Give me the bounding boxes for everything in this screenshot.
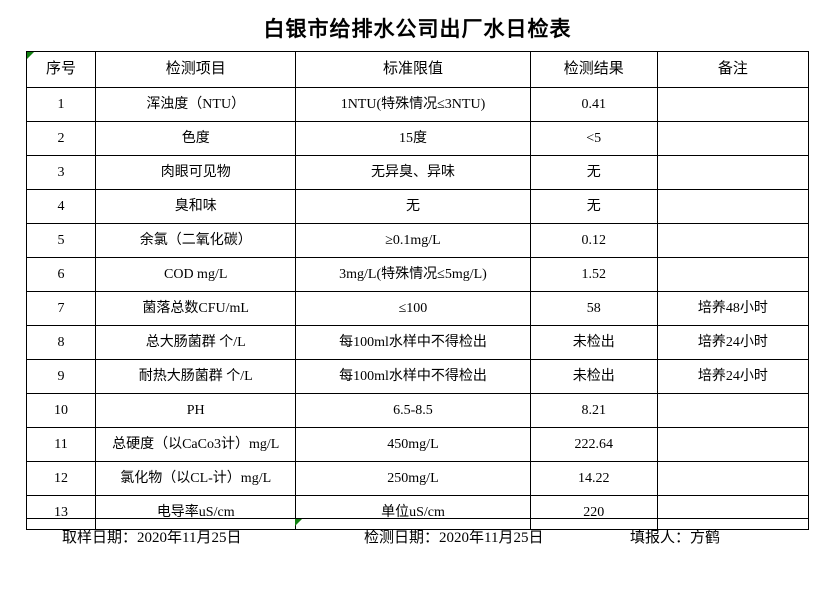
table-row: 7 菌落总数CFU/mL ≤100 58 培养48小时 xyxy=(25,291,810,326)
cell-sequence-number: 8 xyxy=(25,325,97,360)
cell-sequence-number: 7 xyxy=(25,291,97,326)
header-cell-limit: 标准限值 xyxy=(295,51,531,88)
cell-test-item: 余氯（二氧化碳） xyxy=(95,223,297,258)
page-title: 白银市给排水公司出厂水日检表 xyxy=(263,17,572,41)
cell-standard-limit: 250mg/L xyxy=(295,461,531,496)
cell-sequence-number: 9 xyxy=(25,359,97,394)
cell-remark: 培养24小时 xyxy=(656,325,810,360)
cell-sequence-number: 3 xyxy=(25,155,97,190)
header-row: 序号 检测项目 标准限值 检测结果 备注 xyxy=(25,51,810,88)
header-cell-remark: 备注 xyxy=(656,51,810,88)
cell-test-item: 耐热大肠菌群 个/L xyxy=(95,359,297,394)
cell-test-result: 无 xyxy=(529,155,658,190)
table-row: 12 氯化物（以CL-计）mg/L 250mg/L 14.22 xyxy=(25,461,810,496)
cell-remark xyxy=(656,461,810,496)
cell-test-result: <5 xyxy=(529,121,658,156)
cell-test-result: 0.41 xyxy=(529,87,658,122)
table-row: 3 肉眼可见物 无异臭、异味无 xyxy=(25,155,810,190)
cell-remark xyxy=(656,427,810,462)
table-row: 9 耐热大肠菌群 个/L 每100ml水样中不得检出 未检出 培养24小时 xyxy=(25,359,810,394)
cell-test-result: 无 xyxy=(529,189,658,224)
cell-standard-limit: ≤100 xyxy=(295,291,531,326)
cell-standard-limit: 单位uS/cm xyxy=(295,495,531,530)
table-row: 11 总硬度（以CaCo3计）mg/L 450mg/L 222.64 xyxy=(25,427,810,462)
table-row: 4 臭和味无无 xyxy=(25,189,810,224)
water-test-table-container: 序号 检测项目 标准限值 检测结果 备注 1 浑浊度（NTU） 1NTU(特殊情况≤… xyxy=(25,51,810,530)
cell-test-item: 总硬度（以CaCo3计）mg/L xyxy=(95,427,297,462)
cell-test-item: COD mg/L xyxy=(95,257,297,292)
cell-sequence-number: 1 xyxy=(25,87,97,122)
cell-test-result: 220 xyxy=(529,495,658,530)
cell-standard-limit: 3mg/L(特殊情况≤5mg/L) xyxy=(295,257,531,292)
cell-test-item: 色度 xyxy=(95,121,297,156)
cell-test-result: 58 xyxy=(529,291,658,326)
cell-standard-limit: ≥0.1mg/L xyxy=(295,223,531,258)
cell-test-item: 电导率uS/cm xyxy=(95,495,297,530)
cell-standard-limit: 每100ml水样中不得检出 xyxy=(295,359,531,394)
cell-sequence-number: 11 xyxy=(25,427,97,462)
cell-remark: 培养48小时 xyxy=(656,291,810,326)
table-row: 1 浑浊度（NTU） 1NTU(特殊情况≤3NTU) 0.41 xyxy=(25,87,810,122)
cell-remark xyxy=(656,257,810,292)
cell-test-item: 臭和味 xyxy=(95,189,297,224)
cell-remark xyxy=(656,189,810,224)
cell-sequence-number: 13 xyxy=(25,495,97,530)
table-row: 13 电导率uS/cm 单位uS/cm 220 xyxy=(25,495,810,530)
cell-test-result: 未检出 xyxy=(529,359,658,394)
cell-standard-limit: 每100ml水样中不得检出 xyxy=(295,325,531,360)
cell-test-item: PH xyxy=(95,393,297,428)
cell-standard-limit: 6.5-8.5 xyxy=(295,393,531,428)
table-row: 8 总大肠菌群 个/L 每100ml水样中不得检出 未检出 培养24小时 xyxy=(25,325,810,360)
reporter-label: 填报人：方鹤 xyxy=(630,530,721,546)
header-cell-no: 序号 xyxy=(25,51,97,88)
table-row: 2 色度 15度 <5 xyxy=(25,121,810,156)
cell-remark xyxy=(656,155,810,190)
cell-test-result: 1.52 xyxy=(529,257,658,292)
cell-test-item: 菌落总数CFU/mL xyxy=(95,291,297,326)
cell-test-result: 0.12 xyxy=(529,223,658,258)
cell-test-result: 14.22 xyxy=(529,461,658,496)
cell-test-item: 氯化物（以CL-计）mg/L xyxy=(95,461,297,496)
cell-test-result: 222.64 xyxy=(529,427,658,462)
table-body: 1 浑浊度（NTU） 1NTU(特殊情况≤3NTU) 0.41 2 色度 15度 <5 3 肉眼可… xyxy=(25,87,810,530)
footer-top-rule xyxy=(26,518,809,519)
cell-remark xyxy=(656,223,810,258)
cell-remark xyxy=(656,393,810,428)
test-date-label: 检测日期：2020年11月25日 xyxy=(364,530,544,546)
cell-sequence-number: 6 xyxy=(25,257,97,292)
cell-standard-limit: 450mg/L xyxy=(295,427,531,462)
cell-sequence-number: 10 xyxy=(25,393,97,428)
cell-remark xyxy=(656,121,810,156)
cell-remark: 培养24小时 xyxy=(656,359,810,394)
cell-test-item: 总大肠菌群 个/L xyxy=(95,325,297,360)
cell-remark xyxy=(656,87,810,122)
header-cell-item: 检测项目 xyxy=(95,51,297,88)
cell-standard-limit: 1NTU(特殊情况≤3NTU) xyxy=(295,87,531,122)
cell-test-item: 肉眼可见物 xyxy=(95,155,297,190)
cell-sequence-number: 5 xyxy=(25,223,97,258)
cell-standard-limit: 无 xyxy=(295,189,531,224)
header-cell-result: 检测结果 xyxy=(529,51,658,88)
cell-sequence-number: 4 xyxy=(25,189,97,224)
cell-sequence-number: 2 xyxy=(25,121,97,156)
table-row: 6 COD mg/L 3mg/L(特殊情况≤5mg/L) 1.52 xyxy=(25,257,810,292)
footer-band: 取样日期：2020年11月25日 检测日期：2020年11月25日 填报人：方鹤 xyxy=(26,518,809,558)
table-row: 5 余氯（二氧化碳） ≥0.1mg/L 0.12 xyxy=(25,223,810,258)
cell-standard-limit: 无异臭、异味 xyxy=(295,155,531,190)
cell-standard-limit: 15度 xyxy=(295,121,531,156)
cell-test-item: 浑浊度（NTU） xyxy=(95,87,297,122)
table-row: 10 PH 6.5-8.5 8.21 xyxy=(25,393,810,428)
water-test-table: 序号 检测项目 标准限值 检测结果 备注 1 浑浊度（NTU） 1NTU(特殊情况≤… xyxy=(25,51,810,530)
table-header: 序号 检测项目 标准限值 检测结果 备注 xyxy=(25,51,810,88)
cell-test-result: 8.21 xyxy=(529,393,658,428)
sampling-date-label: 取样日期：2020年11月25日 xyxy=(62,530,242,546)
cell-remark xyxy=(656,495,810,530)
cell-sequence-number: 12 xyxy=(25,461,97,496)
cell-test-result: 未检出 xyxy=(529,325,658,360)
